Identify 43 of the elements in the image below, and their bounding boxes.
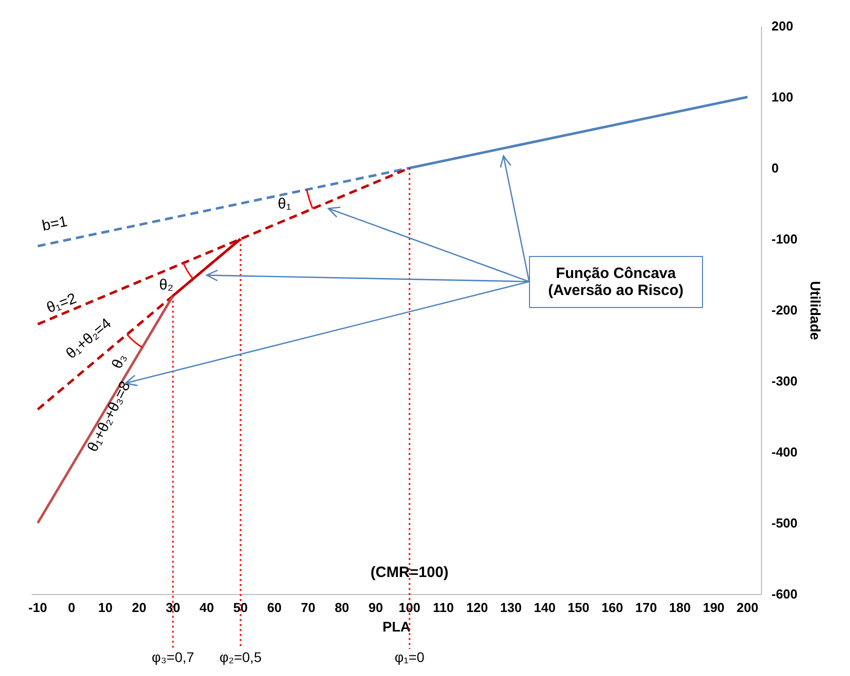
x-tick-label: 30 bbox=[166, 600, 180, 615]
x-tick-label: 60 bbox=[267, 600, 282, 615]
y-tick-label: -300 bbox=[772, 374, 798, 388]
y-axis-title: Utilidade bbox=[808, 280, 824, 340]
y-tick-label: -100 bbox=[772, 232, 798, 246]
annotation: θ₃ bbox=[108, 351, 130, 372]
text: φ₃=0,7 bbox=[152, 649, 194, 665]
x-axis-title: PLA bbox=[382, 618, 410, 634]
y-tick-label: -400 bbox=[772, 444, 798, 460]
x-tick-label: 90 bbox=[368, 600, 383, 615]
y-tick-label: -500 bbox=[772, 516, 798, 530]
annotation: b=1 bbox=[40, 213, 69, 235]
x-tick-label: 50 bbox=[233, 600, 248, 615]
annotation: θ₁ bbox=[278, 196, 292, 212]
x-tick-label: 130 bbox=[500, 600, 522, 615]
x-tick-label: 80 bbox=[334, 600, 350, 615]
x-tick-label: 190 bbox=[702, 600, 725, 615]
y-tick-label: 100 bbox=[772, 90, 794, 104]
x-tick-label: 70 bbox=[300, 600, 316, 615]
text: φ₁=0 bbox=[394, 649, 425, 665]
x-tick-label: -10 bbox=[28, 600, 48, 615]
x-tick-label: 140 bbox=[534, 600, 556, 615]
y-tick-label: -600 bbox=[772, 586, 798, 602]
annotation: (CMR=100) bbox=[370, 564, 448, 581]
x-tick-label: 120 bbox=[466, 600, 488, 615]
text: φ₂=0,5 bbox=[219, 649, 262, 665]
annotation: θ₂ bbox=[159, 276, 174, 294]
y-tick-label: -200 bbox=[772, 302, 798, 318]
x-tick-label: 0 bbox=[68, 600, 76, 615]
y-tick-label: 0 bbox=[772, 160, 779, 176]
x-tick-label: 180 bbox=[669, 600, 691, 615]
x-tick-label: 150 bbox=[568, 600, 590, 615]
x-tick-label: 20 bbox=[132, 600, 146, 615]
x-tick-label: 200 bbox=[736, 600, 758, 615]
x-tick-label: 160 bbox=[601, 600, 624, 615]
x-tick-label: 10 bbox=[98, 600, 113, 615]
y-tick-label: 200 bbox=[772, 18, 794, 34]
x-tick-label: 170 bbox=[635, 600, 657, 615]
x-tick-label: 100 bbox=[398, 600, 420, 615]
annotation: θ₁=2 bbox=[44, 290, 79, 317]
x-tick-label: 110 bbox=[432, 600, 454, 615]
annotation: Função Côncava (Aversão ao Risco) bbox=[529, 256, 702, 308]
x-tick-label: 40 bbox=[200, 600, 214, 615]
